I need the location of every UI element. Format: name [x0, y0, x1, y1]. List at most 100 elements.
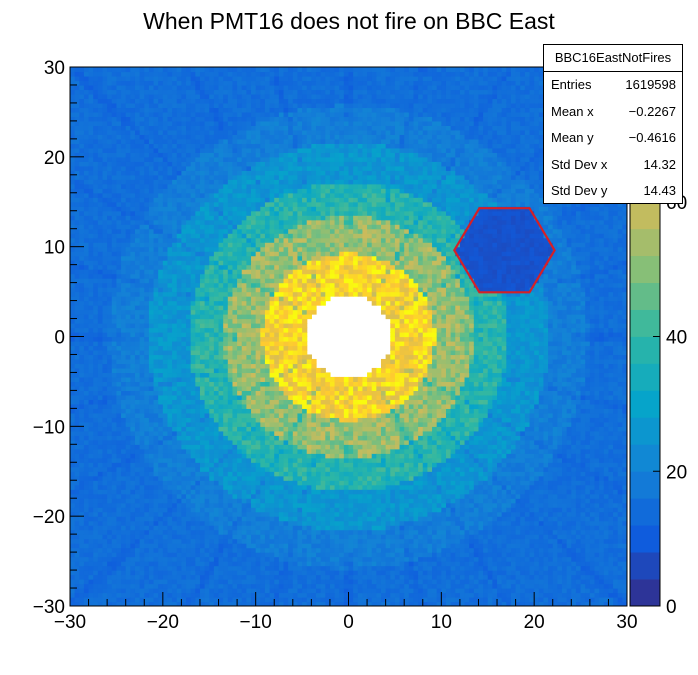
heatmap-cell: [93, 408, 99, 414]
heatmap-cell: [199, 516, 206, 522]
heatmap-cell: [176, 107, 182, 113]
heatmap-cell: [130, 138, 136, 144]
heatmap-cell: [116, 282, 122, 288]
heatmap-cell: [223, 493, 229, 499]
heatmap-cell: [255, 152, 261, 158]
heatmap-cell: [246, 224, 252, 230]
heatmap-cell: [125, 278, 131, 284]
heatmap-cell: [237, 354, 243, 360]
heatmap-cell: [199, 417, 206, 423]
heatmap-cell: [241, 129, 247, 135]
heatmap-cell: [199, 282, 206, 288]
heatmap-cell: [195, 71, 201, 77]
heatmap-cell: [251, 489, 257, 495]
heatmap-cell: [227, 363, 234, 369]
heatmap-cell: [97, 543, 104, 549]
heatmap-cell: [246, 80, 252, 86]
heatmap-cell: [223, 448, 229, 454]
heatmap-cell: [111, 156, 118, 162]
heatmap-cell: [121, 93, 127, 100]
heatmap-cell: [121, 237, 127, 243]
heatmap-cell: [204, 242, 210, 248]
heatmap-cell: [102, 399, 108, 405]
heatmap-cell: [167, 71, 173, 77]
heatmap-cell: [153, 520, 159, 526]
heatmap-cell: [116, 120, 122, 126]
heatmap-cell: [83, 102, 90, 109]
heatmap-cell: [181, 358, 187, 365]
heatmap-cell: [158, 237, 164, 243]
heatmap-cell: [251, 152, 257, 158]
heatmap-cell: [223, 358, 229, 365]
heatmap-cell: [107, 75, 113, 82]
heatmap-cell: [97, 417, 104, 423]
heatmap-cell: [172, 412, 178, 418]
heatmap-cell: [213, 152, 220, 158]
heatmap-cell: [176, 399, 182, 405]
heatmap-cell: [186, 354, 192, 360]
heatmap-cell: [181, 579, 187, 585]
heatmap-cell: [111, 228, 118, 234]
heatmap-cell: [102, 147, 108, 153]
heatmap-cell: [130, 156, 136, 162]
heatmap-cell: [237, 255, 243, 261]
heatmap-cell: [237, 192, 243, 198]
heatmap-cell: [70, 439, 76, 445]
heatmap-cell: [134, 84, 141, 91]
heatmap-cell: [181, 215, 187, 221]
heatmap-cell: [79, 574, 85, 580]
heatmap-cell: [186, 588, 192, 594]
heatmap-cell: [162, 435, 169, 441]
heatmap-cell: [102, 345, 108, 351]
heatmap-cell: [204, 233, 210, 239]
heatmap-cell: [70, 358, 76, 365]
heatmap-cell: [121, 264, 127, 270]
heatmap-cell: [204, 390, 210, 396]
heatmap-cell: [139, 102, 145, 109]
heatmap-cell: [186, 233, 192, 239]
heatmap-cell: [116, 287, 122, 293]
heatmap-cell: [167, 264, 173, 270]
heatmap-cell: [176, 138, 182, 144]
heatmap-cell: [209, 102, 215, 109]
heatmap-cell: [153, 93, 159, 100]
heatmap-cell: [88, 170, 94, 176]
heatmap-cell: [102, 444, 108, 450]
heatmap-cell: [153, 417, 159, 423]
heatmap-cell: [195, 152, 201, 158]
heatmap-cell: [102, 143, 108, 149]
heatmap-cell: [204, 116, 210, 122]
heatmap-cell: [125, 349, 131, 356]
heatmap-cell: [153, 516, 159, 522]
heatmap-cell: [218, 552, 224, 558]
heatmap-cell: [255, 408, 261, 414]
heatmap-cell: [195, 426, 201, 432]
heatmap-cell: [260, 453, 266, 459]
heatmap-cell: [251, 565, 257, 571]
heatmap-cell: [162, 84, 169, 91]
heatmap-cell: [190, 129, 196, 135]
heatmap-cell: [176, 242, 182, 248]
heatmap-cell: [144, 318, 150, 324]
heatmap-cell: [97, 399, 104, 405]
heatmap-cell: [195, 165, 201, 171]
heatmap-cell: [181, 570, 187, 576]
heatmap-cell: [111, 480, 118, 486]
heatmap-cell: [144, 502, 150, 508]
heatmap-cell: [195, 574, 201, 580]
heatmap-cell: [158, 264, 164, 270]
heatmap-cell: [237, 426, 243, 432]
heatmap-cell: [83, 552, 90, 558]
heatmap-cell: [172, 125, 178, 131]
heatmap-cell: [246, 466, 252, 472]
heatmap-cell: [93, 278, 99, 284]
heatmap-cell: [130, 561, 136, 567]
heatmap-cell: [209, 579, 215, 585]
heatmap-cell: [153, 152, 159, 158]
heatmap-cell: [97, 332, 104, 338]
heatmap-cell: [209, 592, 215, 598]
heatmap-cell: [195, 475, 201, 481]
heatmap-cell: [190, 210, 196, 216]
heatmap-cell: [139, 89, 145, 95]
heatmap-cell: [255, 457, 261, 463]
